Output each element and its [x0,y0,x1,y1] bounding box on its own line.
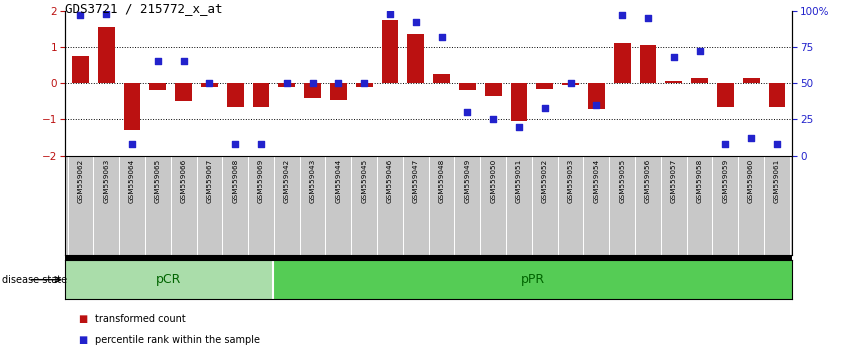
Bar [459,83,475,91]
Text: GSM559050: GSM559050 [490,159,496,203]
Point [641,15,655,21]
Point [254,141,268,147]
Bar [124,83,140,130]
Bar [227,83,243,107]
Text: GSM559068: GSM559068 [232,159,238,203]
Point [590,102,604,108]
Text: ■: ■ [78,335,87,345]
Bar [201,83,217,87]
Text: transformed count: transformed count [95,314,186,324]
Bar [511,83,527,121]
Bar [768,83,785,107]
Bar [691,78,708,83]
Point [486,117,500,122]
Point [719,141,733,147]
Text: GDS3721 / 215772_x_at: GDS3721 / 215772_x_at [65,2,223,15]
Text: GSM559045: GSM559045 [361,159,367,203]
Point [512,124,526,130]
Bar [98,27,114,83]
Text: GSM559058: GSM559058 [696,159,702,203]
Bar [407,34,424,83]
Bar [485,83,501,96]
Point [280,80,294,86]
Text: GSM559059: GSM559059 [722,159,728,203]
Point [667,54,681,60]
Bar [72,56,89,83]
Text: GSM559063: GSM559063 [103,159,109,203]
Point [770,141,784,147]
Text: GSM559061: GSM559061 [774,159,780,203]
Bar [536,83,553,88]
Text: pCR: pCR [156,273,182,286]
Text: GSM559053: GSM559053 [567,159,573,203]
Bar [614,43,630,83]
Text: GSM559065: GSM559065 [155,159,161,203]
Point [100,11,113,16]
Text: GSM559066: GSM559066 [181,159,186,203]
Text: disease state: disease state [2,275,67,285]
Text: GSM559062: GSM559062 [77,159,83,203]
Text: GSM559060: GSM559060 [748,159,754,203]
Text: GSM559048: GSM559048 [438,159,444,203]
Bar [382,20,398,83]
Text: GSM559069: GSM559069 [258,159,264,203]
Text: GSM559067: GSM559067 [206,159,212,203]
Text: GSM559051: GSM559051 [516,159,522,203]
Bar [743,78,759,83]
Point [435,34,449,40]
Text: GSM559047: GSM559047 [413,159,419,203]
Bar [65,260,273,299]
Text: GSM559044: GSM559044 [335,159,341,203]
Point [306,80,320,86]
Text: GSM559042: GSM559042 [284,159,290,203]
Text: GSM559057: GSM559057 [671,159,676,203]
Bar [273,260,792,299]
Point [177,58,191,64]
Text: pPR: pPR [520,273,545,286]
Point [125,141,139,147]
Text: GSM559049: GSM559049 [464,159,470,203]
Point [358,80,372,86]
Bar [717,83,734,107]
Text: GSM559056: GSM559056 [645,159,651,203]
Bar [253,83,269,107]
Bar [665,81,682,83]
Point [151,58,165,64]
Text: GSM559052: GSM559052 [542,159,548,203]
Bar [175,83,192,101]
Point [615,12,629,18]
Bar [150,83,166,91]
Bar [588,83,604,109]
Point [229,141,242,147]
Text: GSM559054: GSM559054 [593,159,599,203]
Point [203,80,216,86]
Bar [562,83,579,85]
Bar [330,83,346,99]
Text: GSM559046: GSM559046 [387,159,393,203]
Bar [433,74,450,83]
Text: ■: ■ [78,314,87,324]
Bar [278,83,295,87]
Point [564,80,578,86]
Point [461,109,475,115]
Text: GSM559043: GSM559043 [309,159,315,203]
Point [693,48,707,54]
Point [409,19,423,25]
Point [744,136,758,141]
Bar [304,83,321,98]
Point [74,12,87,18]
Point [332,80,346,86]
Text: percentile rank within the sample: percentile rank within the sample [95,335,261,345]
Point [538,105,552,111]
Bar [356,83,372,87]
Point [383,11,397,16]
Text: GSM559064: GSM559064 [129,159,135,203]
Text: GSM559055: GSM559055 [619,159,625,203]
Bar [640,45,656,83]
